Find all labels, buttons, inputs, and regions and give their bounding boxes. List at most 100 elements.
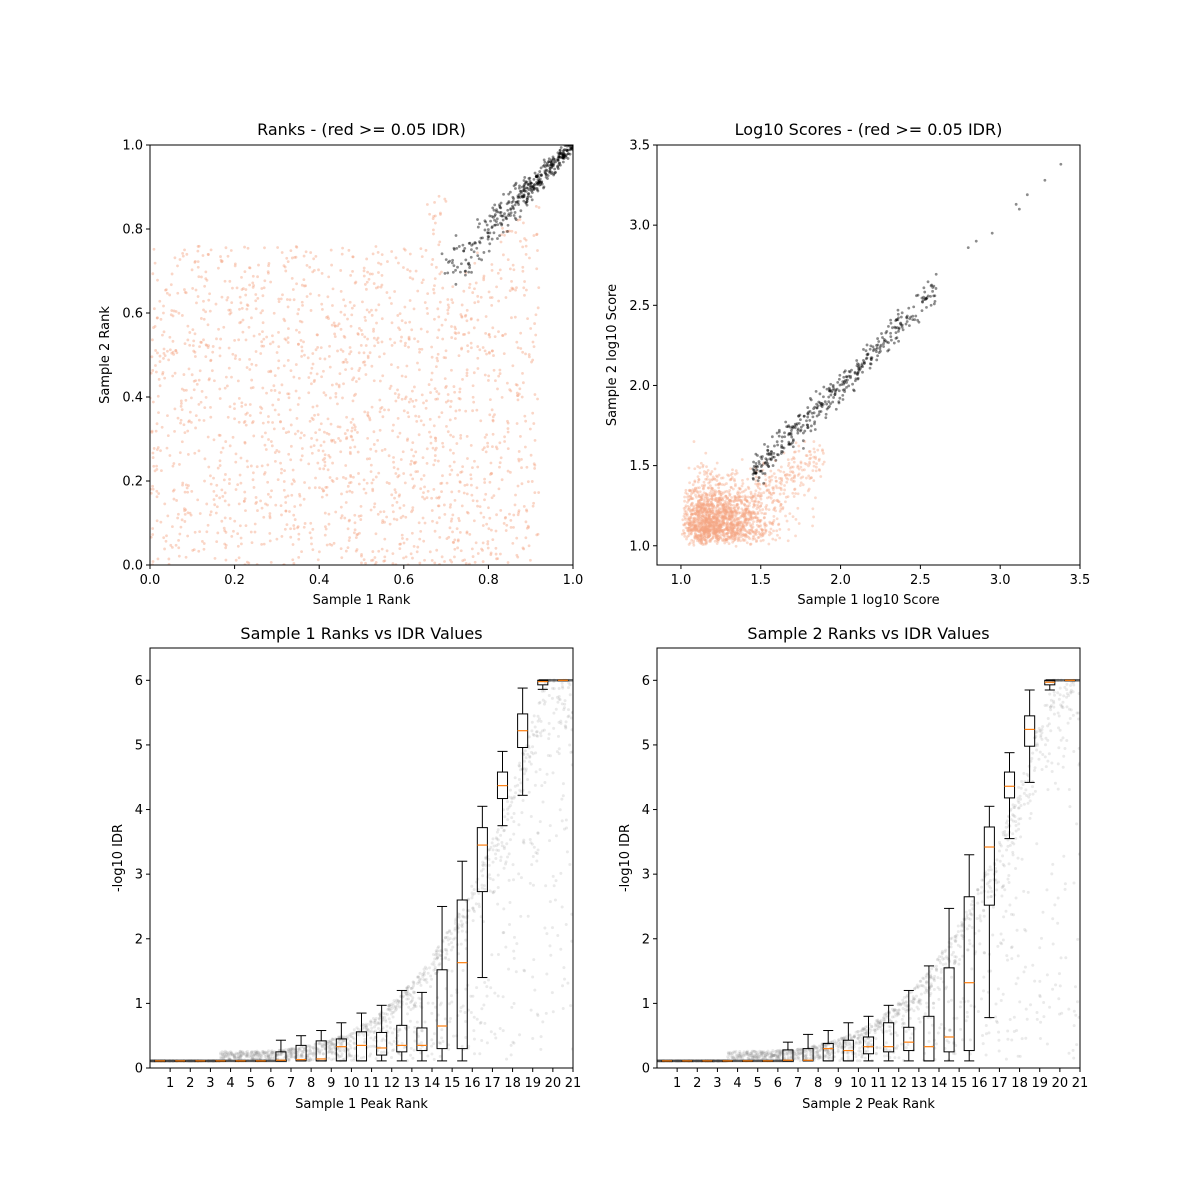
low-idr-point — [226, 296, 229, 299]
low-idr-point — [199, 512, 202, 515]
low-idr-point — [385, 516, 388, 519]
low-idr-point — [207, 253, 210, 256]
low-idr-point — [512, 526, 515, 529]
low-idr-point — [202, 254, 205, 257]
low-idr-point — [324, 358, 327, 361]
low-idr-point — [736, 523, 739, 526]
low-idr-point — [793, 461, 796, 464]
low-idr-point — [303, 481, 306, 484]
low-idr-point — [353, 531, 356, 534]
low-idr-point — [431, 520, 434, 523]
low-idr-point — [229, 444, 232, 447]
low-idr-point — [484, 436, 487, 439]
low-idr-point — [441, 474, 444, 477]
low-idr-point — [757, 531, 760, 534]
low-idr-point — [750, 493, 753, 496]
low-idr-point — [688, 467, 691, 470]
low-idr-point — [463, 484, 466, 487]
y-tick-label: 1.5 — [629, 459, 650, 474]
low-idr-point — [497, 272, 500, 275]
low-idr-point — [354, 528, 357, 531]
low-idr-point — [432, 233, 435, 236]
low-idr-point — [770, 532, 773, 535]
low-idr-point — [431, 559, 434, 562]
high-idr-point — [897, 330, 900, 333]
high-idr-point — [875, 348, 878, 351]
low-idr-point — [432, 463, 435, 466]
low-idr-point — [346, 318, 349, 321]
x-tick-label: 1.5 — [750, 573, 771, 588]
low-idr-point — [287, 341, 290, 344]
low-idr-point — [287, 260, 290, 263]
low-idr-point — [156, 448, 159, 451]
low-idr-point — [242, 331, 245, 334]
low-idr-point — [399, 340, 402, 343]
high-idr-point — [462, 244, 465, 247]
high-idr-point — [538, 184, 541, 187]
low-idr-point — [217, 267, 220, 270]
low-idr-point — [422, 279, 425, 282]
low-idr-point — [262, 516, 265, 519]
low-idr-point — [780, 503, 783, 506]
low-idr-point — [436, 357, 439, 360]
idr-point — [486, 995, 489, 998]
low-idr-point — [378, 399, 381, 402]
low-idr-point — [771, 501, 774, 504]
low-idr-point — [477, 367, 480, 370]
low-idr-point — [176, 265, 179, 268]
low-idr-point — [209, 513, 212, 516]
high-idr-point — [455, 234, 458, 237]
low-idr-point — [291, 483, 294, 486]
low-idr-point — [246, 460, 249, 463]
low-idr-point — [197, 403, 200, 406]
low-idr-point — [167, 434, 170, 437]
low-idr-point — [517, 511, 520, 514]
high-idr-point — [1018, 208, 1021, 211]
high-idr-point — [895, 337, 898, 340]
low-idr-point — [261, 507, 264, 510]
low-idr-point — [703, 499, 706, 502]
low-idr-point — [304, 522, 307, 525]
high-idr-point — [464, 274, 467, 277]
low-idr-point — [720, 493, 723, 496]
low-idr-point — [449, 449, 452, 452]
low-idr-point — [288, 396, 291, 399]
low-idr-point — [287, 306, 290, 309]
low-idr-point — [458, 397, 461, 400]
low-idr-point — [760, 512, 763, 515]
low-idr-point — [804, 462, 807, 465]
low-idr-point — [284, 496, 287, 499]
low-idr-point — [363, 360, 366, 363]
high-idr-point — [464, 258, 467, 261]
low-idr-point — [234, 354, 237, 357]
low-idr-point — [152, 488, 155, 491]
idr-point — [512, 863, 515, 866]
low-idr-point — [297, 403, 300, 406]
low-idr-point — [156, 495, 159, 498]
idr-point — [559, 948, 562, 951]
low-idr-point — [261, 309, 264, 312]
low-idr-point — [255, 364, 258, 367]
high-idr-point — [1026, 193, 1029, 196]
low-idr-point — [251, 282, 254, 285]
low-idr-point — [735, 469, 738, 472]
low-idr-point — [433, 201, 436, 204]
low-idr-point — [490, 529, 493, 532]
low-idr-point — [256, 297, 259, 300]
high-idr-point — [796, 432, 799, 435]
low-idr-point — [781, 507, 784, 510]
low-idr-point — [451, 530, 454, 533]
low-idr-point — [265, 336, 268, 339]
low-idr-point — [196, 498, 199, 501]
low-idr-point — [482, 542, 485, 545]
low-idr-point — [726, 512, 729, 515]
low-idr-point — [309, 531, 312, 534]
low-idr-point — [430, 378, 433, 381]
low-idr-point — [479, 419, 482, 422]
high-idr-point — [1043, 179, 1046, 182]
high-idr-point — [502, 219, 505, 222]
low-idr-point — [511, 230, 514, 233]
low-idr-point — [447, 306, 450, 309]
low-idr-point — [405, 555, 408, 558]
low-idr-point — [271, 421, 274, 424]
